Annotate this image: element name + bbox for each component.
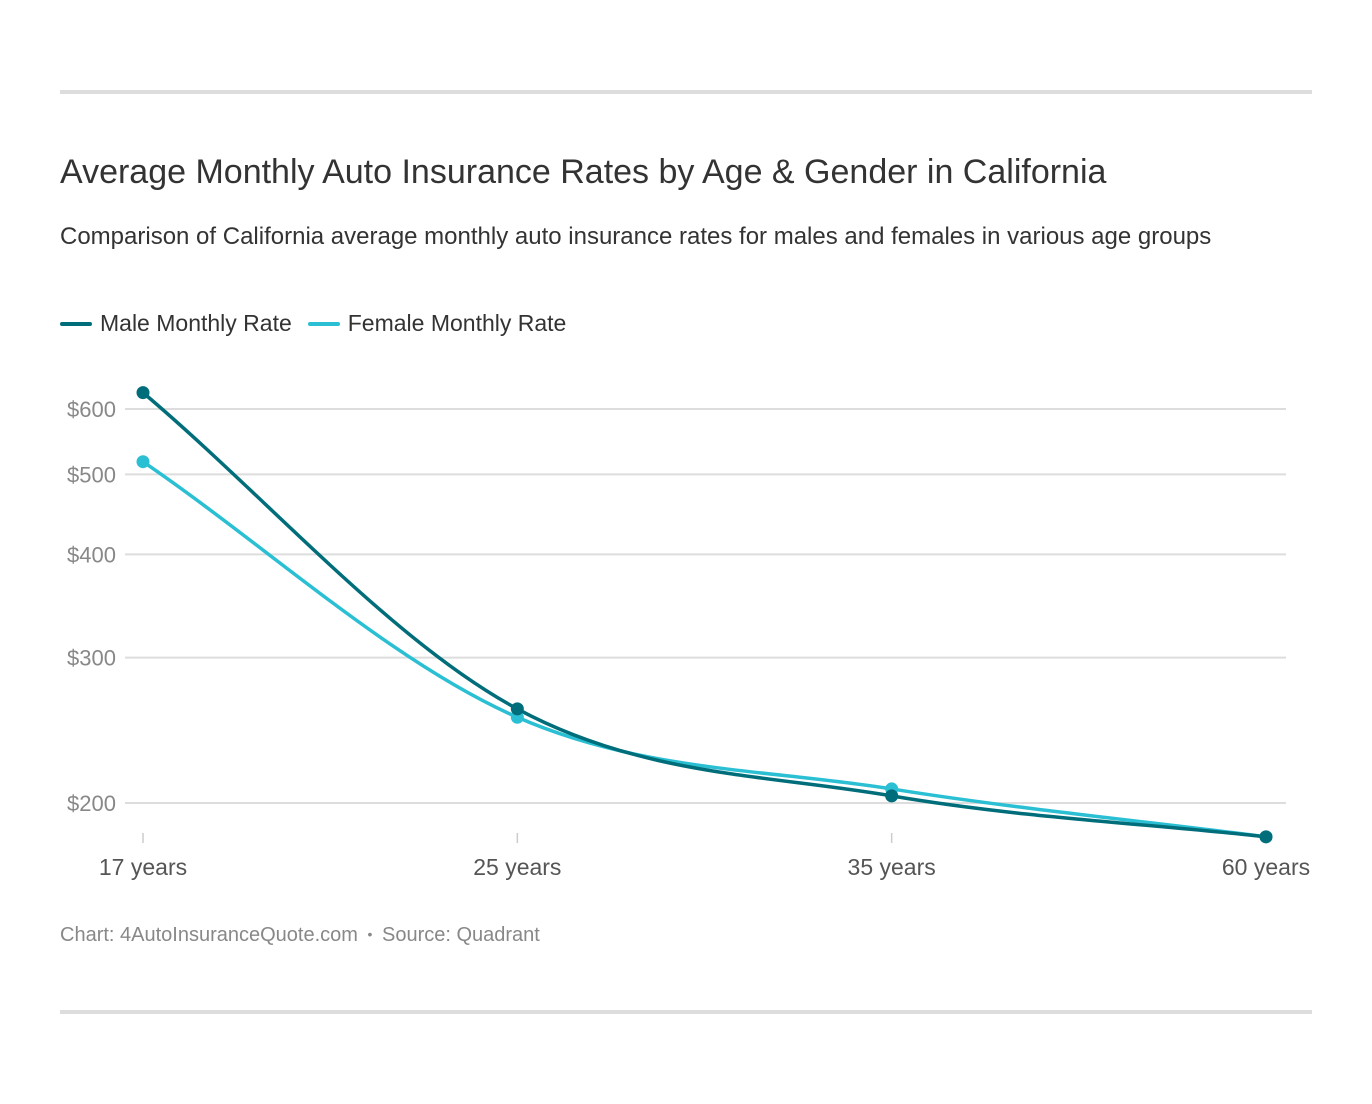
- y-tick-label: $500: [67, 462, 116, 487]
- x-tick-label: 35 years: [848, 854, 936, 880]
- chart-subtitle: Comparison of California average monthly…: [60, 223, 1212, 250]
- y-tick-label: $200: [67, 791, 116, 816]
- chart-title: Average Monthly Auto Insurance Rates by …: [60, 153, 1107, 191]
- x-tick-label: 17 years: [99, 854, 187, 880]
- legend: Male Monthly Rate Female Monthly Rate: [60, 310, 582, 337]
- legend-item-male[interactable]: Male Monthly Rate: [60, 310, 292, 337]
- series-line-male: [141, 390, 1268, 839]
- top-divider: [60, 90, 1312, 94]
- series-line-female: [141, 459, 1268, 839]
- x-tick-label: 25 years: [473, 854, 561, 880]
- legend-swatch-female: [307, 321, 340, 326]
- data-point-male: [1259, 830, 1273, 844]
- data-point-female: [136, 455, 150, 469]
- footer-separator: •: [367, 926, 373, 942]
- data-point-male: [136, 386, 150, 400]
- y-tick-label: $600: [67, 397, 116, 422]
- data-point-male: [885, 789, 899, 803]
- chart-source: Source: Quadrant: [381, 924, 540, 946]
- legend-label-female: Female Monthly Rate: [347, 310, 567, 336]
- bottom-divider: [60, 1010, 1312, 1014]
- legend-swatch-male: [60, 321, 92, 326]
- y-tick-label: $400: [67, 542, 116, 567]
- chart-footer: Chart: 4AutoInsuranceQuote.com • Source:…: [60, 924, 540, 947]
- legend-item-female[interactable]: Female Monthly Rate: [307, 310, 567, 337]
- x-tick-label: 60 years: [1222, 854, 1310, 880]
- chart-credit: Chart: 4AutoInsuranceQuote.com: [60, 924, 358, 946]
- y-tick-label: $300: [67, 646, 116, 671]
- data-point-male: [510, 702, 524, 716]
- legend-label-male: Male Monthly Rate: [100, 310, 292, 336]
